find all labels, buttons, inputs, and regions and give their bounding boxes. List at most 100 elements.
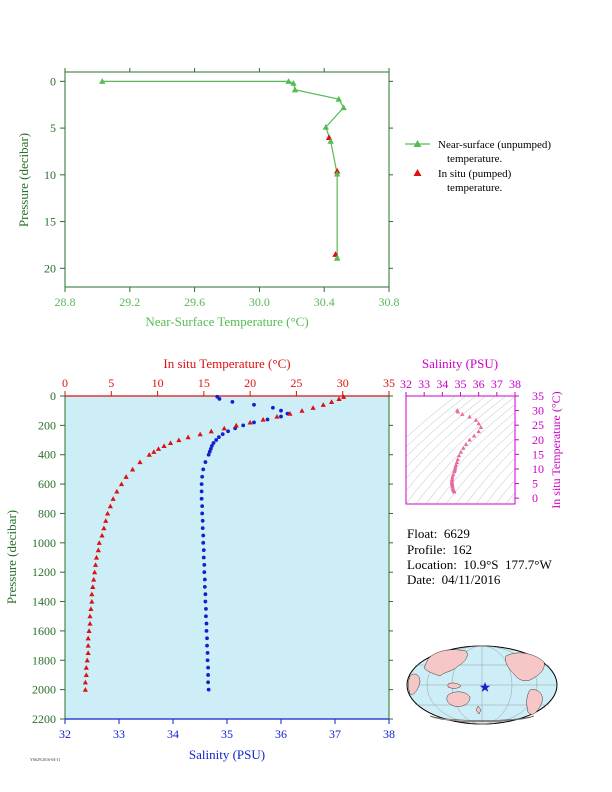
salinity-series [199, 394, 290, 692]
temperature-point [104, 510, 111, 516]
legend-label-unpumped-2: temperature. [447, 153, 503, 165]
ts-x-tick-label: 35 [455, 377, 467, 391]
top-x-tick-label: 30.4 [314, 295, 335, 309]
temperature-point [151, 449, 157, 454]
ts-series [449, 408, 484, 494]
salinity-axis-tick-label: 37 [329, 727, 341, 741]
top-axis-ticks: 28.8 29.2 29.6 30.0 30.4 30.8 0 5 10 15 20 [44, 68, 400, 309]
salinity-point [200, 518, 205, 523]
ts-y-tick-label: 25 [532, 418, 544, 432]
salinity-point [201, 555, 206, 560]
ts-right-axis-label: In situ Temperature (°C) [549, 391, 563, 508]
temperature-point [110, 496, 116, 501]
temperature-point [299, 408, 305, 413]
pressure-axis-tick-label: 400 [38, 448, 56, 462]
salinity-point [252, 402, 256, 407]
pressure-axis-tick-label: 0 [50, 389, 56, 403]
temperature-point [208, 428, 214, 434]
map-continents [408, 649, 545, 722]
near-surface-point [335, 95, 342, 102]
ts-x-tick-label: 32 [400, 377, 412, 391]
legend-label-pumped-1: In situ (pumped) [438, 168, 512, 180]
salinity-point [203, 599, 208, 604]
ts-x-tick-label: 38 [509, 377, 521, 391]
temperature-point [260, 416, 266, 422]
top-x-tick-label: 29.6 [184, 295, 205, 309]
temperature-point [87, 613, 93, 619]
top-y-tick-label: 0 [50, 74, 56, 88]
near-surface-point [285, 78, 292, 84]
temperature-point [137, 459, 143, 465]
salinity-axis-tick-label: 32 [59, 727, 71, 741]
salinity-point [201, 467, 206, 472]
isopycnal-line [475, 457, 515, 504]
top-x-axis-label: Near-Surface Temperature (°C) [145, 314, 308, 329]
salinity-axis-tick-label: 33 [113, 727, 125, 741]
isopycnal-line [445, 429, 515, 504]
float-location: Location: 10.9°S 177.7°W [407, 557, 552, 572]
salinity-axis-tick-label: 34 [167, 727, 179, 741]
footer-credit: Y6629/2016-04-11 [30, 757, 61, 762]
ts-point [476, 429, 481, 434]
salinity-point [206, 673, 211, 677]
ts-point [455, 409, 461, 414]
temperature-point [167, 440, 174, 446]
salinity-point [211, 441, 216, 445]
profile-plot-background [65, 396, 389, 719]
temperature-point [85, 642, 91, 648]
ts-point [453, 462, 459, 467]
salinity-point [209, 444, 214, 448]
salinity-point [208, 446, 213, 451]
near-surface-legend: Near-surface (unpumped) temperature. In … [405, 139, 551, 194]
ts-y-tick-label: 10 [532, 462, 544, 476]
ts-y-tick-label: 5 [532, 477, 538, 491]
salinity-point [204, 629, 209, 633]
salinity-point [203, 592, 208, 597]
ts-x-tick-label: 37 [491, 377, 503, 391]
temperature-point [310, 405, 316, 410]
isopycnal-line [435, 420, 515, 504]
salinity-point [201, 540, 206, 545]
salinity-point [202, 584, 207, 589]
temperature-point [320, 402, 326, 407]
temperature-point [103, 518, 109, 523]
temperature-point [89, 591, 95, 597]
temperature-point [96, 540, 102, 545]
top-x-tick-label: 30.0 [249, 295, 270, 309]
top-x-tick-label: 28.8 [55, 295, 76, 309]
ts-point [467, 437, 472, 442]
salinity-point [206, 452, 211, 457]
temperature-point [82, 679, 88, 685]
pressure-axis-tick-label: 200 [38, 418, 56, 432]
salinity-point [205, 651, 210, 655]
salinity-point [200, 526, 205, 531]
temperature-point [85, 650, 91, 656]
isopycnal-line [425, 412, 515, 504]
profile-bottom-axis-label: Salinity (PSU) [189, 747, 265, 762]
profile-chart: 0 5 10 15 20 25 30 35 32 33 34 35 36 37 38 0 200 400 600 80… [4, 356, 395, 762]
profile-axis-ticks: 0 5 10 15 20 25 30 35 32 33 34 35 36 37 38 0 200 400 600 80… [32, 376, 395, 741]
isopycnal-line [406, 396, 515, 504]
salinity-point [199, 496, 204, 501]
temperature-point [233, 422, 239, 428]
temperature-point [341, 394, 347, 399]
salinity-point [200, 504, 205, 509]
top-y-tick-label: 20 [44, 261, 56, 275]
pressure-axis-tick-label: 2200 [32, 712, 56, 726]
temperature-point [185, 434, 191, 440]
temperature-point [107, 503, 113, 509]
temperature-point [336, 396, 342, 402]
salinity-point [220, 432, 225, 437]
temperature-point [95, 547, 101, 553]
isopycnal-line [406, 396, 507, 492]
temp-axis-tick-label: 30 [337, 376, 349, 390]
ts-point [452, 489, 457, 494]
ts-point [450, 474, 455, 479]
salinity-point [252, 420, 256, 425]
temp-axis-tick-label: 5 [108, 376, 114, 390]
near-surface-point [291, 86, 299, 93]
temperature-point [197, 431, 203, 437]
salinity-point [226, 429, 230, 434]
salinity-axis-tick-label: 36 [275, 727, 287, 741]
